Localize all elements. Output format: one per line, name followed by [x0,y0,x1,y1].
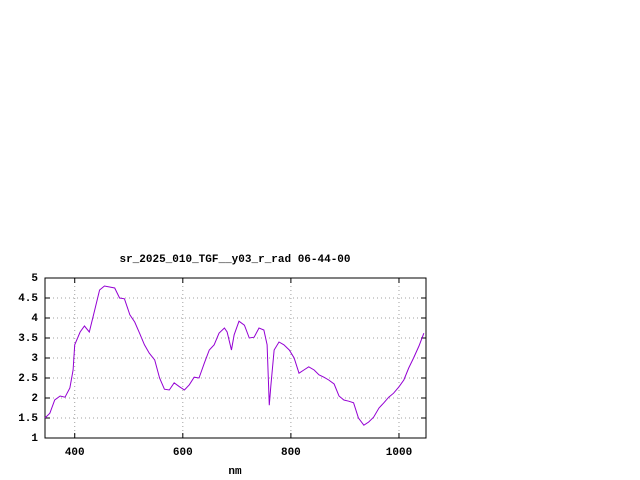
x-tick-label: 600 [173,447,193,459]
y-tick-label: 1 [31,433,38,445]
y-tick-label: 2 [31,393,38,405]
data-line [44,285,425,426]
y-tick-label: 3.5 [18,333,38,345]
plot-border [44,277,427,439]
y-tick-label: 4.5 [18,293,38,305]
y-tick-label: 3 [31,353,38,365]
x-tick-label: 800 [281,447,301,459]
y-tick-label: 1.5 [18,413,38,425]
x-tick-label: 400 [65,447,85,459]
chart-title: sr_2025_010_TGF__y03_r_rad 06-44-00 [119,254,350,266]
y-tick-label: 2.5 [18,373,38,385]
y-tick-label: 4 [31,313,38,325]
x-axis-label: nm [228,466,242,478]
x-tick-label: 1000 [386,447,412,459]
y-tick-label: 5 [31,273,38,285]
